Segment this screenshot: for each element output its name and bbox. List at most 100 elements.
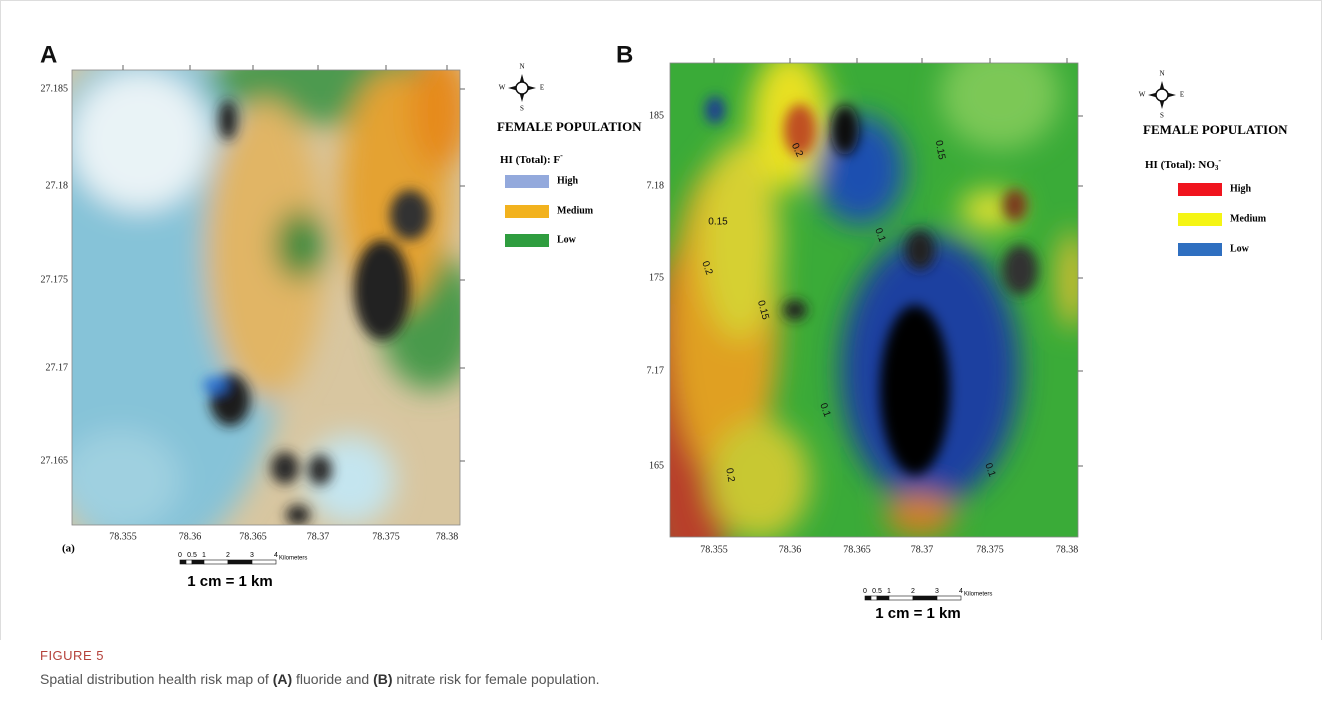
x-tick-label: 78.37: [307, 531, 330, 542]
legend-swatch: [1178, 213, 1222, 226]
index-sup: -: [1218, 156, 1221, 165]
scale-segment: [876, 595, 890, 601]
y-tick-label: 27.165: [41, 455, 69, 466]
map-spot: [880, 305, 950, 475]
map-spot: [271, 452, 299, 484]
scale-tick: 4: [274, 552, 278, 559]
legend-label: Medium: [1230, 213, 1267, 224]
map-zone: [815, 115, 905, 225]
scale-segment: [888, 595, 914, 601]
scale-tick: 0: [178, 552, 182, 559]
map-zone: [72, 70, 210, 210]
compass-letter: S: [1160, 112, 1164, 120]
map-zone: [940, 63, 1060, 150]
x-tick-label: 78.375: [372, 531, 400, 542]
caption-part: Spatial distribution health risk map of: [40, 671, 273, 687]
legend-label: Low: [557, 234, 577, 245]
scale-tick: 3: [935, 588, 939, 595]
scale-tick: 0: [863, 588, 867, 595]
legend-swatch: [1178, 243, 1222, 256]
map-spot: [705, 96, 725, 124]
scale-segment: [912, 595, 938, 601]
caption-part: (A): [272, 671, 293, 687]
scale-segment: [864, 595, 872, 601]
contour-label: 0.1: [872, 227, 887, 244]
map-zone: [710, 420, 810, 537]
map-spot: [783, 300, 807, 320]
compass-letter: E: [1180, 91, 1184, 99]
scale-segment: [227, 559, 253, 565]
caption-part: fluoride and: [292, 671, 374, 687]
panel-letter: B: [616, 41, 633, 68]
map-zone: [410, 70, 460, 170]
map: [72, 70, 460, 525]
legend-title: FEMALE POPULATION: [1143, 122, 1288, 137]
scale-unit: Kilometers: [964, 592, 992, 598]
legend-swatch: [505, 234, 549, 247]
x-tick-label: 78.36: [179, 531, 202, 542]
legend-swatch: [505, 175, 549, 188]
scale-tick: 0.5: [872, 588, 882, 595]
scale-segment: [185, 559, 193, 565]
contour-label: 0.2: [723, 467, 736, 483]
x-tick-label: 78.365: [843, 544, 871, 555]
y-tick-label: 27.175: [41, 274, 69, 285]
map-spot: [784, 104, 816, 156]
map-spot: [1002, 245, 1038, 295]
contour-label: 0.2: [789, 141, 805, 159]
map: [670, 63, 1078, 537]
scale-segment: [191, 559, 205, 565]
scale-unit: Kilometers: [279, 556, 307, 562]
map-spots: [203, 100, 430, 525]
y-tick-label: 185: [649, 110, 664, 121]
y-tick-label: 27.18: [46, 180, 69, 191]
y-tick-label: 175: [649, 272, 664, 283]
index-sub: 3: [1215, 164, 1219, 172]
map-zone: [1058, 230, 1078, 330]
index-sup: -: [560, 151, 563, 160]
map-spot: [390, 190, 430, 240]
x-tick-label: 78.38: [436, 531, 459, 542]
contour-label: 0.15: [933, 139, 947, 161]
index-label: HI (Total): F: [500, 154, 560, 166]
scale-segment: [179, 559, 187, 565]
scale-tick: 1: [202, 552, 206, 559]
map-spot: [1003, 189, 1027, 221]
scale-segment: [936, 595, 962, 601]
scale-tick: 0.5: [187, 552, 197, 559]
legend-swatch: [1178, 183, 1222, 196]
contour-label: 0.15: [708, 217, 728, 228]
map-zone: [305, 435, 395, 525]
x-tick-label: 78.355: [109, 531, 137, 542]
map-zone: [72, 430, 180, 525]
scale-tick: 2: [226, 552, 230, 559]
figure-caption: Spatial distribution health risk map of …: [40, 671, 600, 687]
compass-ring: [1155, 88, 1169, 102]
contour-label: 0.15: [755, 299, 771, 321]
x-tick-label: 78.38: [1056, 544, 1079, 555]
map-spots: [705, 96, 1038, 475]
compass-letter: N: [1159, 70, 1164, 78]
legend-label: High: [557, 175, 579, 186]
y-tick-label: 165: [649, 460, 664, 471]
map-spot: [286, 505, 310, 525]
legend-swatch: [505, 205, 549, 218]
compass-ring: [515, 81, 529, 95]
map-zone: [700, 140, 780, 340]
legend-index: HI (Total): F-: [500, 151, 563, 166]
legend-index: HI (Total): NO3-: [1145, 156, 1221, 172]
map-spot: [905, 230, 935, 270]
legend-label: High: [1230, 183, 1252, 194]
scale-tick: 1: [887, 588, 891, 595]
scale-ratio: 1 cm = 1 km: [875, 605, 960, 622]
panel-sublabel: (a): [62, 543, 75, 555]
map-spot: [308, 455, 332, 485]
x-tick-label: 78.355: [700, 544, 728, 555]
y-tick-label: 27.17: [46, 362, 69, 373]
x-tick-label: 78.37: [911, 544, 934, 555]
map-spot: [831, 105, 859, 155]
legend-label: Low: [1230, 243, 1250, 254]
caption-part: (B): [373, 671, 393, 687]
legend-label: Medium: [557, 205, 594, 216]
